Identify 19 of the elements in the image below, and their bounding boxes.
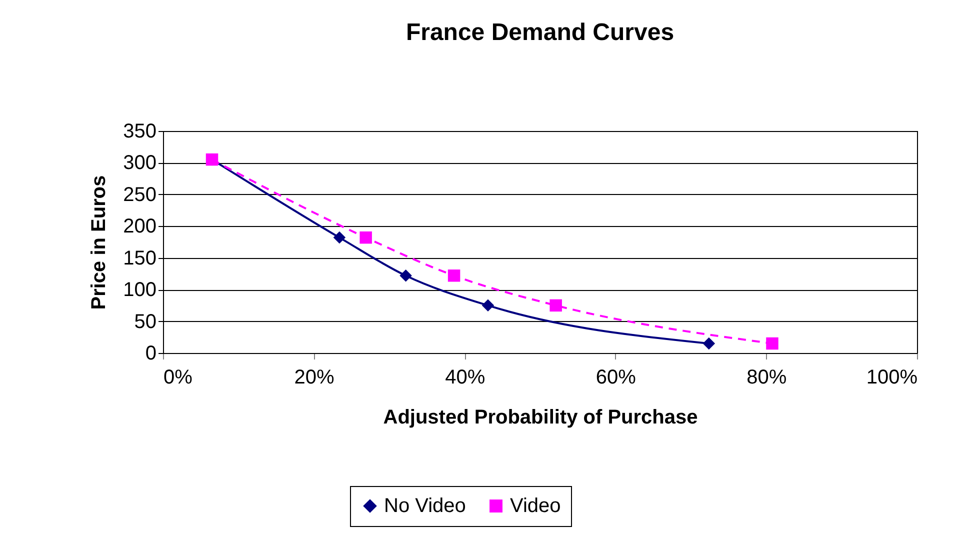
x-tick-label: 0%	[164, 366, 193, 388]
x-tick-label: 20%	[294, 366, 335, 388]
chart-title: France Demand Curves	[406, 19, 674, 46]
y-tick-label: 350	[123, 120, 156, 142]
y-tick-label: 300	[123, 152, 156, 174]
x-tick-label: 100%	[866, 366, 918, 388]
x-axis-title: Adjusted Probability of Purchase	[383, 406, 698, 428]
y-tick-label: 0	[145, 342, 156, 364]
y-tick-label: 200	[123, 216, 156, 238]
x-tick-label: 60%	[596, 366, 636, 388]
legend-label: No Video	[384, 495, 466, 517]
x-tick-label: 40%	[445, 366, 486, 388]
x-tick-label: 80%	[746, 366, 787, 388]
y-tick-label: 150	[123, 247, 156, 270]
y-axis-title: Price in Euros	[88, 175, 110, 310]
y-tick-label: 250	[123, 184, 156, 206]
legend-label: Video	[510, 495, 561, 517]
y-tick-label: 100	[123, 279, 156, 302]
y-tick-label: 50	[134, 310, 156, 333]
